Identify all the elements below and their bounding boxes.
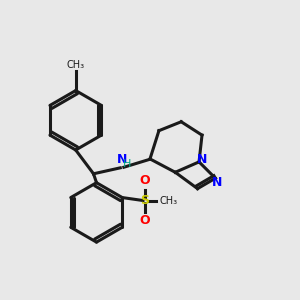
Text: O: O [139, 174, 150, 187]
Text: O: O [139, 214, 150, 227]
Text: CH₃: CH₃ [159, 196, 178, 206]
Text: N: N [117, 153, 127, 166]
Text: N: N [197, 153, 207, 166]
Text: CH₃: CH₃ [67, 60, 85, 70]
Text: N: N [212, 176, 222, 189]
Text: S: S [140, 194, 149, 207]
Text: H: H [123, 159, 131, 169]
